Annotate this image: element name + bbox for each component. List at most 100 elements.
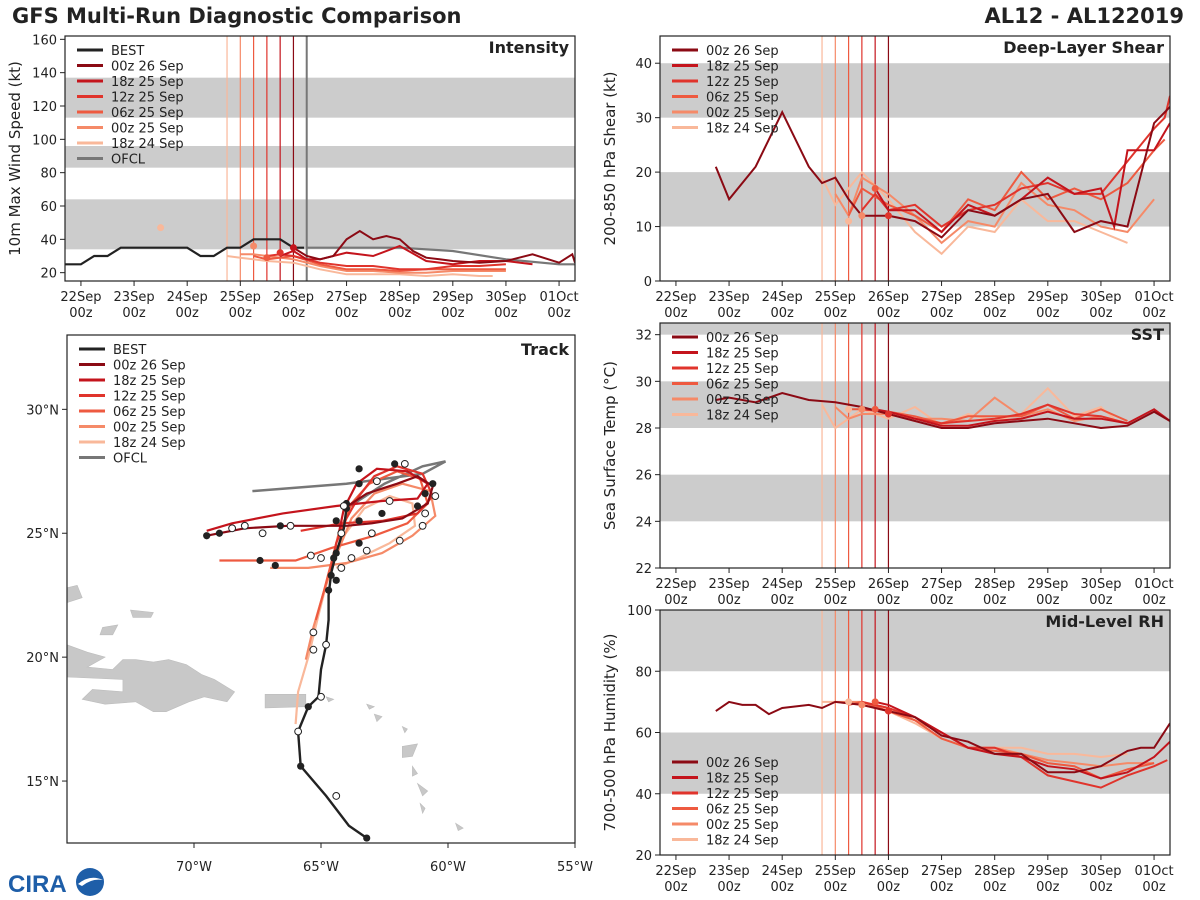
init-dot	[250, 242, 258, 250]
legend-label: 06z 25 Sep	[706, 803, 779, 818]
x-tick-day: 27Sep	[921, 864, 962, 879]
track-point-open	[400, 459, 409, 468]
series-line-ofcl	[306, 246, 575, 266]
legend-label: 18z 24 Sep	[706, 409, 779, 424]
landmass	[99, 624, 119, 636]
legend-label: 18z 25 Sep	[706, 60, 779, 75]
panel-title: Deep-Layer Shear	[1003, 38, 1164, 57]
x-tick-day: 30Sep	[485, 290, 526, 305]
legend-label: 00z 26 Sep	[706, 756, 779, 771]
track-point-filled	[332, 549, 340, 557]
track-point-open	[421, 509, 430, 518]
init-dot	[845, 217, 853, 225]
landmass	[373, 713, 383, 723]
init-dot	[263, 254, 271, 262]
panel-title: SST	[1131, 325, 1164, 344]
legend-label: 00z 25 Sep	[706, 393, 779, 408]
figure-title: GFS Multi-Run Diagnostic Comparison	[12, 4, 462, 28]
x-tick-day: 25Sep	[220, 290, 261, 305]
x-tick-hour: 00z	[983, 306, 1007, 321]
x-tick-hour: 00z	[229, 306, 253, 321]
x-tick-day: 26Sep	[273, 290, 314, 305]
x-tick-hour: 00z	[824, 306, 848, 321]
chart-intensity: 2040608010012014016022Sep00z23Sep00z24Se…	[6, 33, 579, 321]
y-tick-label: 30	[635, 112, 652, 127]
x-tick-day: 30Sep	[1080, 864, 1121, 879]
x-tick-hour: 00z	[388, 306, 412, 321]
y-tick-label: 20	[40, 267, 57, 282]
x-tick-hour: 00z	[664, 880, 688, 895]
x-tick-hour: 00z	[335, 306, 359, 321]
x-tick-hour: 00z	[1089, 880, 1113, 895]
x-tick-hour: 00z	[1036, 306, 1060, 321]
y-tick-label: 40	[40, 233, 57, 248]
landmass	[401, 725, 408, 734]
series-line	[847, 138, 1166, 234]
y-axis-label: 10m Max Wind Speed (kt)	[6, 61, 24, 256]
x-tick-hour: 00z	[1089, 593, 1113, 608]
legend-label: 18z 25 Sep	[706, 347, 779, 362]
init-dot	[289, 244, 297, 252]
plot-area	[660, 323, 1170, 568]
init-dot	[884, 212, 892, 220]
track-point-open	[294, 727, 303, 736]
legend-label: 00z 26 Sep	[706, 331, 779, 346]
y-axis-label: Sea Surface Temp (°C)	[601, 361, 619, 530]
track-point-filled	[215, 529, 223, 537]
x-tick-day: 30Sep	[1080, 577, 1121, 592]
init-dot	[858, 212, 866, 220]
x-tick-day: 28Sep	[974, 290, 1015, 305]
x-tick-day: 26Sep	[868, 290, 909, 305]
init-dot	[871, 405, 879, 413]
x-tick-day: 29Sep	[1027, 290, 1068, 305]
x-tick-day: 28Sep	[974, 864, 1015, 879]
legend-label: 00z 26 Sep	[706, 44, 779, 59]
plot-area	[660, 610, 1170, 855]
track-point-open	[431, 492, 440, 500]
x-tick-hour: 00z	[877, 880, 901, 895]
x-tick-day: 27Sep	[921, 290, 962, 305]
legend-label: 18z 25 Sep	[706, 772, 779, 787]
landmass	[264, 693, 307, 709]
x-tick-day: 27Sep	[326, 290, 367, 305]
legend-label: OFCL	[111, 153, 146, 168]
legend-label: 18z 24 Sep	[111, 137, 184, 152]
chart-shear: 01020304022Sep00z23Sep00z24Sep00z25Sep00…	[601, 35, 1174, 321]
series-line	[715, 700, 1170, 774]
x-tick-day: 22Sep	[655, 290, 696, 305]
x-tick-hour: 00z	[441, 306, 465, 321]
track-point-filled	[256, 556, 264, 565]
legend-label: 00z 25 Sep	[706, 818, 779, 833]
x-tick-day: 25Sep	[815, 864, 856, 879]
series-line	[715, 391, 1170, 430]
y-tick-label: 160	[32, 33, 57, 48]
x-tick-hour: 00z	[930, 306, 954, 321]
x-tick-hour: 00z	[494, 306, 518, 321]
series-line-best	[65, 238, 305, 266]
legend-label: 06z 25 Sep	[706, 378, 779, 393]
x-tick-day: 22Sep	[60, 290, 101, 305]
lat-tick-label: 15°N	[26, 775, 59, 790]
x-tick-hour: 00z	[1089, 306, 1113, 321]
cira-logo: CIRA	[8, 868, 104, 898]
track-point-open	[337, 564, 346, 572]
x-tick-day: 24Sep	[762, 290, 803, 305]
track-point-open	[240, 521, 249, 530]
track-point-filled	[355, 517, 363, 525]
x-tick-hour: 00z	[1142, 306, 1166, 321]
track-point-open	[228, 524, 237, 533]
landmass	[455, 822, 464, 832]
track-point-open	[332, 792, 341, 800]
track-point-open	[258, 529, 267, 538]
series-line	[875, 408, 1170, 427]
x-tick-day: 26Sep	[868, 577, 909, 592]
x-tick-hour: 00z	[1036, 880, 1060, 895]
series-line	[226, 255, 493, 278]
x-tick-hour: 00z	[1142, 880, 1166, 895]
track-map: 70°W 65°W 60°W 55°W 15°N 20°N 25°N 30°N Track BES…	[26, 334, 593, 875]
track-point-open	[286, 521, 295, 530]
x-tick-hour: 00z	[771, 880, 795, 895]
series-line	[714, 106, 1170, 239]
y-axis-label: 200-850 hPa Shear (kt)	[601, 72, 619, 246]
lon-tick-label: 70°W	[176, 860, 212, 875]
